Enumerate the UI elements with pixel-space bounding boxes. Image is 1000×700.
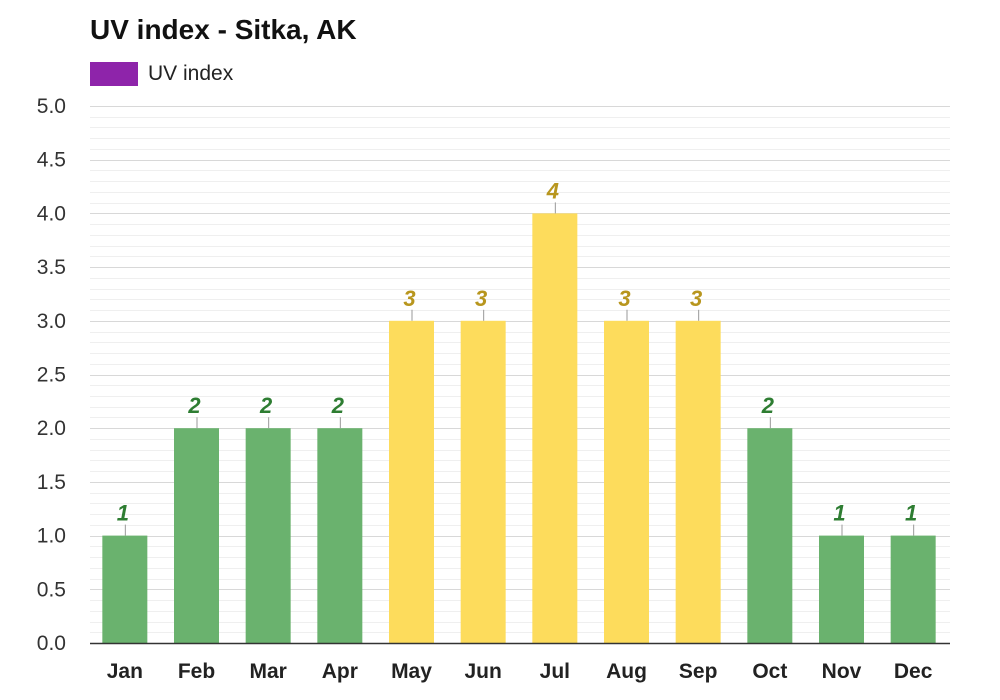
data-label-aug: 3 — [618, 286, 630, 311]
data-label-dec: 1 — [905, 501, 917, 526]
grid-lines — [90, 106, 950, 644]
legend-label-uv-index: UV index — [148, 62, 234, 85]
bar-dec[interactable] — [890, 535, 936, 643]
bar-jul[interactable] — [532, 213, 578, 643]
bar-apr[interactable] — [317, 428, 363, 643]
y-tick-label: 1.5 — [37, 471, 66, 494]
bar-feb[interactable] — [174, 428, 219, 643]
x-tick-jul: Jul — [540, 660, 570, 683]
legend[interactable]: UV index — [90, 62, 233, 86]
x-tick-mar: Mar — [249, 660, 286, 683]
chart-title: UV index - Sitka, AK — [90, 14, 357, 45]
data-label-nov: 1 — [833, 501, 845, 526]
data-label-jul: 4 — [546, 178, 559, 203]
y-tick-label: 0.5 — [37, 578, 66, 601]
y-tick-label: 2.0 — [37, 417, 66, 440]
bar-jun[interactable] — [460, 320, 506, 643]
data-label-jan: 1 — [117, 501, 129, 526]
data-label-feb: 2 — [187, 393, 201, 418]
x-tick-nov: Nov — [822, 660, 862, 683]
y-tick-label: 2.5 — [37, 364, 66, 387]
x-tick-oct: Oct — [752, 660, 787, 683]
legend-swatch-uv-index — [90, 62, 138, 86]
x-tick-jun: Jun — [464, 660, 501, 683]
bar-oct[interactable] — [747, 428, 793, 643]
y-axis-ticks: 0.0 0.5 1.0 1.5 2.0 2.5 3.0 3.5 4.0 4.5 5.0 — [37, 95, 66, 655]
bar-nov[interactable] — [819, 535, 864, 643]
bars: 1 2 2 2 3 3 4 3 3 2 1 1 — [102, 178, 936, 643]
x-tick-feb: Feb — [178, 660, 215, 683]
y-tick-label: 1.0 — [37, 525, 66, 548]
bar-sep[interactable] — [675, 320, 721, 643]
x-tick-dec: Dec — [894, 660, 933, 683]
y-tick-label: 3.5 — [37, 256, 66, 279]
data-label-oct: 2 — [761, 393, 775, 418]
x-tick-aug: Aug — [606, 660, 647, 683]
data-label-may: 3 — [403, 286, 415, 311]
bar-may[interactable] — [389, 320, 434, 643]
y-tick-label: 0.0 — [37, 632, 66, 655]
bar-aug[interactable] — [604, 320, 649, 643]
bar-mar[interactable] — [245, 428, 291, 643]
data-label-apr: 2 — [331, 393, 345, 418]
x-tick-may: May — [391, 660, 432, 683]
x-tick-apr: Apr — [322, 660, 358, 683]
y-tick-label: 4.5 — [37, 149, 66, 172]
data-label-jun: 3 — [475, 286, 487, 311]
x-tick-sep: Sep — [679, 660, 718, 683]
data-label-mar: 2 — [259, 393, 273, 418]
y-tick-label: 3.0 — [37, 310, 66, 333]
x-axis-ticks: Jan Feb Mar Apr May Jun Jul Aug Sep Oct Nov Dec — [107, 660, 933, 683]
x-tick-jan: Jan — [107, 660, 143, 683]
y-tick-label: 5.0 — [37, 95, 66, 118]
bar-jan[interactable] — [102, 535, 148, 643]
data-label-sep: 3 — [690, 286, 702, 311]
y-tick-label: 4.0 — [37, 202, 66, 225]
